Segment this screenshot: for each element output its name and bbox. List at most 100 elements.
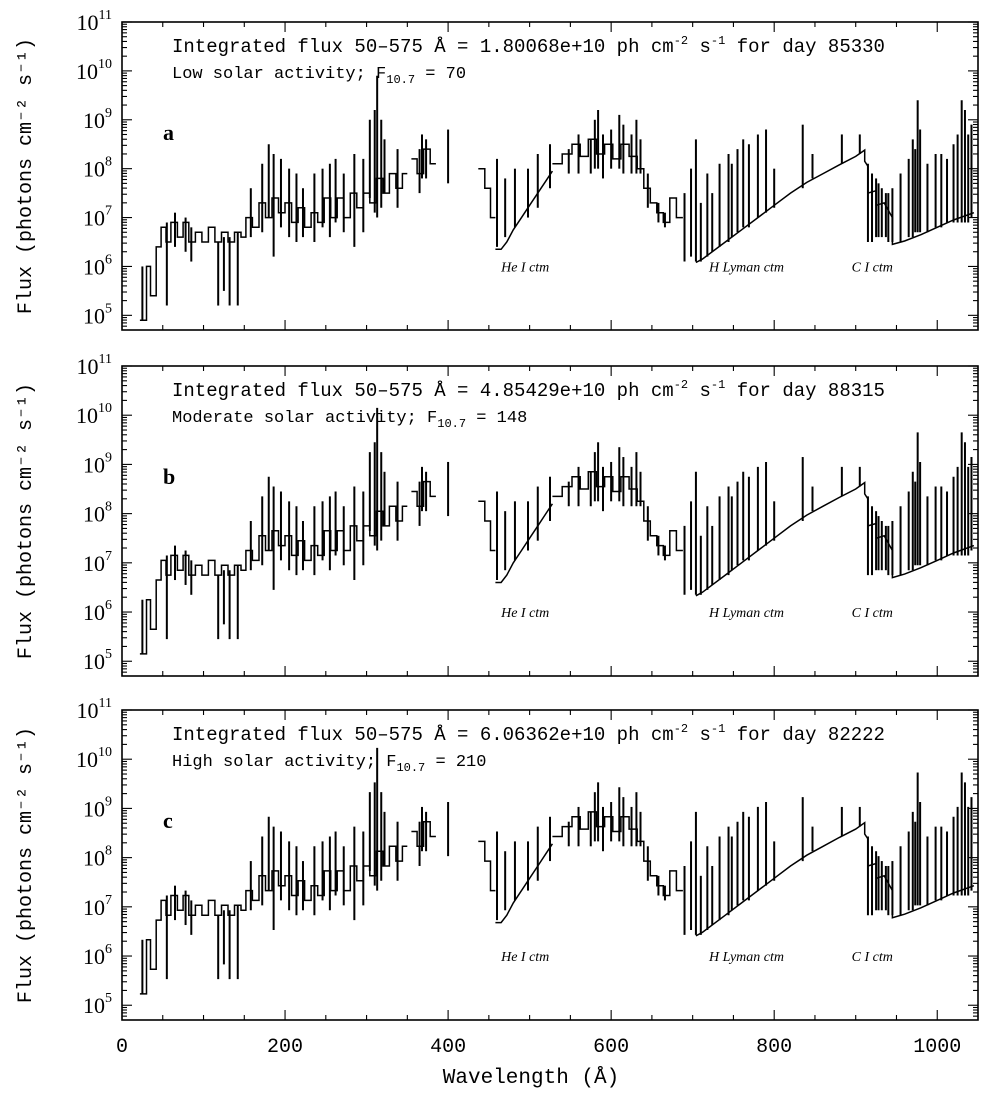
spectrum-segment: [552, 138, 683, 224]
note-superscript: -1: [711, 34, 725, 48]
activity-text: Moderate solar activity; F: [172, 409, 437, 428]
activity-subscript: 10.7: [437, 417, 466, 431]
y-tick-label: 1011: [77, 696, 112, 723]
y-tick-exponent: 6: [105, 598, 112, 613]
x-tick-label: 200: [267, 1036, 303, 1059]
y-tick-label: 106: [83, 252, 112, 279]
y-tick-exponent: 8: [105, 500, 112, 515]
continuum-label: He I ctm: [500, 950, 549, 965]
solar-activity-note: Low solar activity; F10.7 = 70: [172, 65, 466, 87]
x-tick-label: 1000: [913, 1036, 961, 1059]
integrated-flux-note: Integrated flux 50–575 Å = 4.85429e+10 p…: [172, 378, 885, 402]
y-tick-exponent: 5: [105, 301, 112, 316]
note-superscript: -2: [674, 34, 688, 48]
activity-subscript: 10.7: [386, 73, 415, 87]
x-tick-label: 400: [430, 1036, 466, 1059]
x-tick-label: 800: [756, 1036, 792, 1059]
y-tick-label: 105: [83, 301, 112, 328]
spectrum-segment: [411, 820, 436, 848]
continuum-label: H Lyman ctm: [708, 260, 784, 275]
spectrum-segment: [552, 471, 683, 557]
y-tick-label: 105: [83, 647, 112, 674]
spectrum-segment: [695, 148, 975, 264]
y-tick-label: 107: [83, 893, 112, 920]
y-tick-base: 10: [83, 502, 105, 527]
y-tick-base: 10: [83, 993, 105, 1018]
y-tick-base: 10: [83, 796, 105, 821]
y-tick-base: 10: [83, 551, 105, 576]
note-superscript: -2: [674, 378, 688, 392]
y-tick-label: 1011: [77, 352, 112, 379]
note-text: s: [688, 724, 711, 746]
y-tick-base: 10: [83, 303, 105, 328]
solar-activity-note: High solar activity; F10.7 = 210: [172, 753, 486, 775]
y-tick-base: 10: [83, 254, 105, 279]
y-tick-label: 108: [83, 500, 112, 527]
y-tick-label: 1010: [76, 401, 112, 428]
y-tick-base: 10: [83, 600, 105, 625]
y-tick-exponent: 9: [105, 106, 112, 121]
y-tick-base: 10: [83, 157, 105, 182]
note-text: Integrated flux 50–575 Å = 1.80068e+10 p…: [172, 36, 674, 58]
note-superscript: -1: [711, 722, 725, 736]
continuum-label: C I ctm: [852, 606, 893, 621]
y-tick-base: 10: [83, 206, 105, 231]
y-tick-base: 10: [83, 944, 105, 969]
y-axis-label: Flux (photons cm⁻² s⁻¹): [15, 38, 38, 314]
spectrum-segment: [411, 480, 436, 507]
activity-text: Low solar activity; F: [172, 65, 386, 84]
y-tick-label: 1010: [76, 745, 112, 772]
y-tick-exponent: 9: [105, 450, 112, 465]
y-axis-label: Flux (photons cm⁻² s⁻¹): [15, 383, 38, 659]
y-tick-base: 10: [77, 354, 99, 379]
y-tick-exponent: 5: [105, 647, 112, 662]
x-tick-label: 600: [593, 1036, 629, 1059]
continuum-label: H Lyman ctm: [708, 950, 784, 965]
note-superscript: -2: [674, 722, 688, 736]
y-tick-label: 107: [83, 549, 112, 576]
y-tick-exponent: 11: [99, 352, 112, 367]
y-tick-label: 1010: [76, 57, 112, 84]
y-tick-exponent: 7: [105, 893, 112, 908]
y-tick-exponent: 8: [105, 155, 112, 170]
y-tick-exponent: 10: [98, 57, 112, 72]
y-tick-base: 10: [83, 649, 105, 674]
y-tick-base: 10: [83, 895, 105, 920]
y-tick-label: 106: [83, 598, 112, 625]
y-tick-label: 108: [83, 155, 112, 182]
y-tick-label: 106: [83, 942, 112, 969]
continuum-label: He I ctm: [500, 260, 549, 275]
x-axis-label: Wavelength (Å): [443, 1067, 619, 1090]
spectrum-segment: [495, 170, 554, 251]
y-tick-label: 108: [83, 844, 112, 871]
continuum-label: He I ctm: [500, 606, 549, 621]
y-tick-exponent: 7: [105, 549, 112, 564]
note-text: s: [688, 380, 711, 402]
y-tick-exponent: 6: [105, 252, 112, 267]
y-tick-label: 1011: [77, 8, 112, 35]
note-text: Integrated flux 50–575 Å = 4.85429e+10 p…: [172, 380, 674, 402]
panel-letter: b: [163, 464, 175, 489]
y-tick-base: 10: [83, 108, 105, 133]
continuum-label: C I ctm: [852, 950, 893, 965]
continuum-label: H Lyman ctm: [708, 606, 784, 621]
y-tick-label: 105: [83, 991, 112, 1018]
y-tick-base: 10: [83, 846, 105, 871]
y-tick-exponent: 7: [105, 204, 112, 219]
activity-text: = 148: [466, 409, 527, 428]
spectrum-segment: [495, 843, 554, 924]
y-axis-label: Flux (photons cm⁻² s⁻¹): [15, 727, 38, 1003]
y-tick-base: 10: [76, 747, 98, 772]
spectrum-segment: [478, 500, 496, 552]
y-tick-base: 10: [83, 452, 105, 477]
y-tick-label: 107: [83, 204, 112, 231]
note-superscript: -1: [711, 378, 725, 392]
note-text: for day 85330: [725, 36, 885, 58]
spectrum-segment: [552, 811, 683, 897]
y-tick-exponent: 11: [99, 696, 112, 711]
y-tick-base: 10: [76, 403, 98, 428]
